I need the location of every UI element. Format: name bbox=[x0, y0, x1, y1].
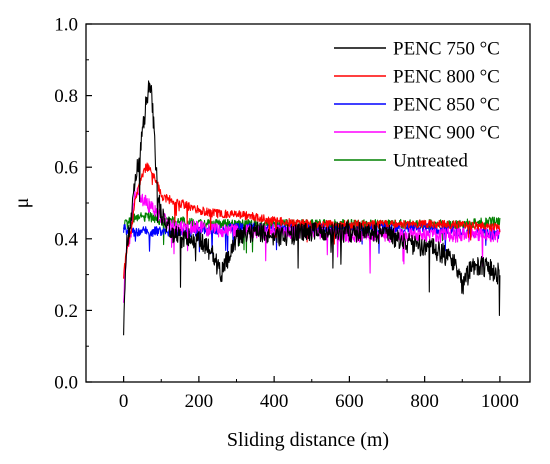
ticks-layer: 0 200 400 600 800 1000 0.0 0.2 0.4 0.6 0.8 1.0 bbox=[54, 15, 519, 413]
y-tick-label: 0.6 bbox=[54, 158, 78, 179]
y-tick-label: 0.2 bbox=[54, 301, 78, 322]
legend-label-2: PENC 850 °C bbox=[393, 95, 500, 116]
legend: PENC 750 °C PENC 800 °C PENC 850 °C PENC 90… bbox=[334, 39, 500, 172]
x-tick-label: 800 bbox=[410, 391, 439, 412]
y-tick-label: 0.4 bbox=[54, 229, 78, 250]
x-tick-label: 1000 bbox=[481, 391, 519, 412]
y-tick-label: 0.0 bbox=[54, 373, 78, 394]
x-tick-label: 400 bbox=[260, 391, 289, 412]
legend-label-3: PENC 900 °C bbox=[393, 123, 500, 144]
legend-label-4: Untreated bbox=[393, 151, 468, 172]
legend-label-0: PENC 750 °C bbox=[393, 39, 500, 60]
x-axis-title: Sliding distance (m) bbox=[227, 429, 389, 451]
x-tick-label: 0 bbox=[119, 391, 129, 412]
series-line-0 bbox=[123, 80, 501, 336]
y-axis-title: μ bbox=[11, 198, 33, 209]
y-tick-label: 1.0 bbox=[54, 15, 78, 36]
x-tick-label: 600 bbox=[335, 391, 364, 412]
y-tick-label: 0.8 bbox=[54, 86, 78, 107]
x-tick-label: 200 bbox=[185, 391, 214, 412]
legend-label-1: PENC 800 °C bbox=[393, 67, 500, 88]
series-layer bbox=[123, 80, 501, 336]
